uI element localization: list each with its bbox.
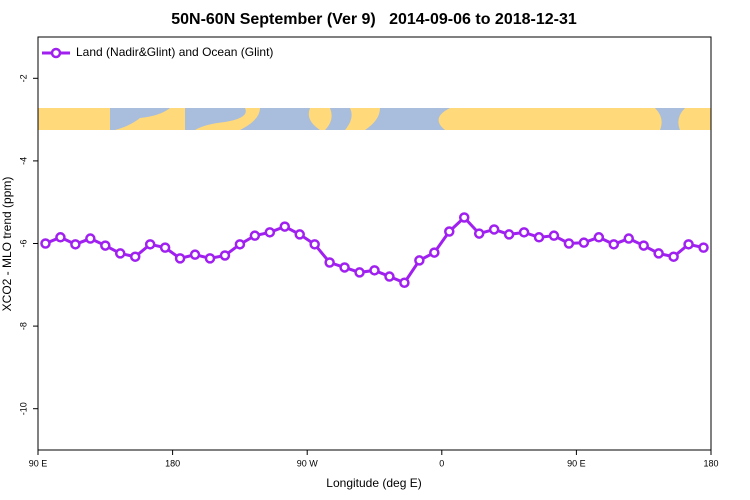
data-point	[354, 267, 365, 278]
data-point	[294, 229, 305, 240]
data-point	[653, 248, 664, 259]
x-tick-label: 180	[703, 458, 718, 468]
data-point	[414, 255, 425, 266]
x-tick-label: 0	[439, 458, 444, 468]
data-point	[384, 271, 395, 282]
chart-title: 50N-60N September (Ver 9) 2014-09-06 to …	[171, 11, 577, 28]
y-axis-label: XCO2 - MLO trend (ppm)	[0, 177, 14, 312]
data-point	[668, 251, 679, 262]
data-point	[324, 257, 335, 268]
data-point	[533, 232, 545, 243]
data-point	[503, 229, 515, 240]
x-axis-label: Longitude (deg E)	[326, 476, 421, 490]
data-point	[100, 240, 111, 251]
data-point	[683, 239, 694, 250]
data-point	[369, 265, 380, 276]
data-point	[189, 249, 201, 260]
legend-marker	[50, 47, 62, 59]
data-point	[399, 277, 410, 288]
data-point	[608, 239, 620, 250]
data-point	[85, 233, 96, 244]
x-tick-label: 90 E	[567, 458, 586, 468]
data-point	[249, 230, 261, 241]
x-tick-label: 90 W	[297, 458, 319, 468]
data-point	[309, 239, 320, 250]
x-tick-label: 90 E	[29, 458, 48, 468]
data-point	[623, 233, 634, 244]
legend-label: Land (Nadir&Glint) and Ocean (Glint)	[76, 45, 273, 59]
y-tick-label: -6	[18, 239, 28, 247]
data-point	[144, 239, 156, 250]
data-point	[548, 230, 560, 241]
data-point	[264, 227, 276, 238]
data-point	[339, 262, 350, 273]
y-tick-label: -4	[18, 157, 28, 165]
data-point	[70, 239, 81, 250]
map-band	[38, 108, 711, 130]
data-point	[458, 212, 470, 223]
y-tick-label: -2	[18, 74, 28, 82]
data-point	[578, 237, 590, 248]
data-point	[40, 238, 51, 249]
data-point	[174, 253, 186, 264]
data-point	[279, 221, 291, 232]
data-point	[429, 247, 440, 258]
data-point	[219, 250, 231, 261]
data-point	[518, 227, 530, 238]
data-point	[159, 242, 171, 253]
x-tick-label: 180	[165, 458, 180, 468]
y-tick-label: -8	[18, 322, 28, 330]
data-point	[698, 242, 709, 253]
data-point	[638, 240, 649, 251]
legend: Land (Nadir&Glint) and Ocean (Glint)	[42, 45, 273, 59]
data-point	[593, 232, 605, 243]
data-point	[444, 226, 455, 237]
data-point	[488, 224, 500, 235]
data-point	[563, 238, 575, 249]
data-point	[129, 251, 141, 262]
data-point	[473, 228, 485, 239]
data-point	[204, 253, 216, 264]
data-point	[115, 248, 126, 259]
data-point	[55, 232, 66, 243]
data-point	[234, 239, 246, 250]
y-tick-label: -10	[18, 402, 28, 415]
